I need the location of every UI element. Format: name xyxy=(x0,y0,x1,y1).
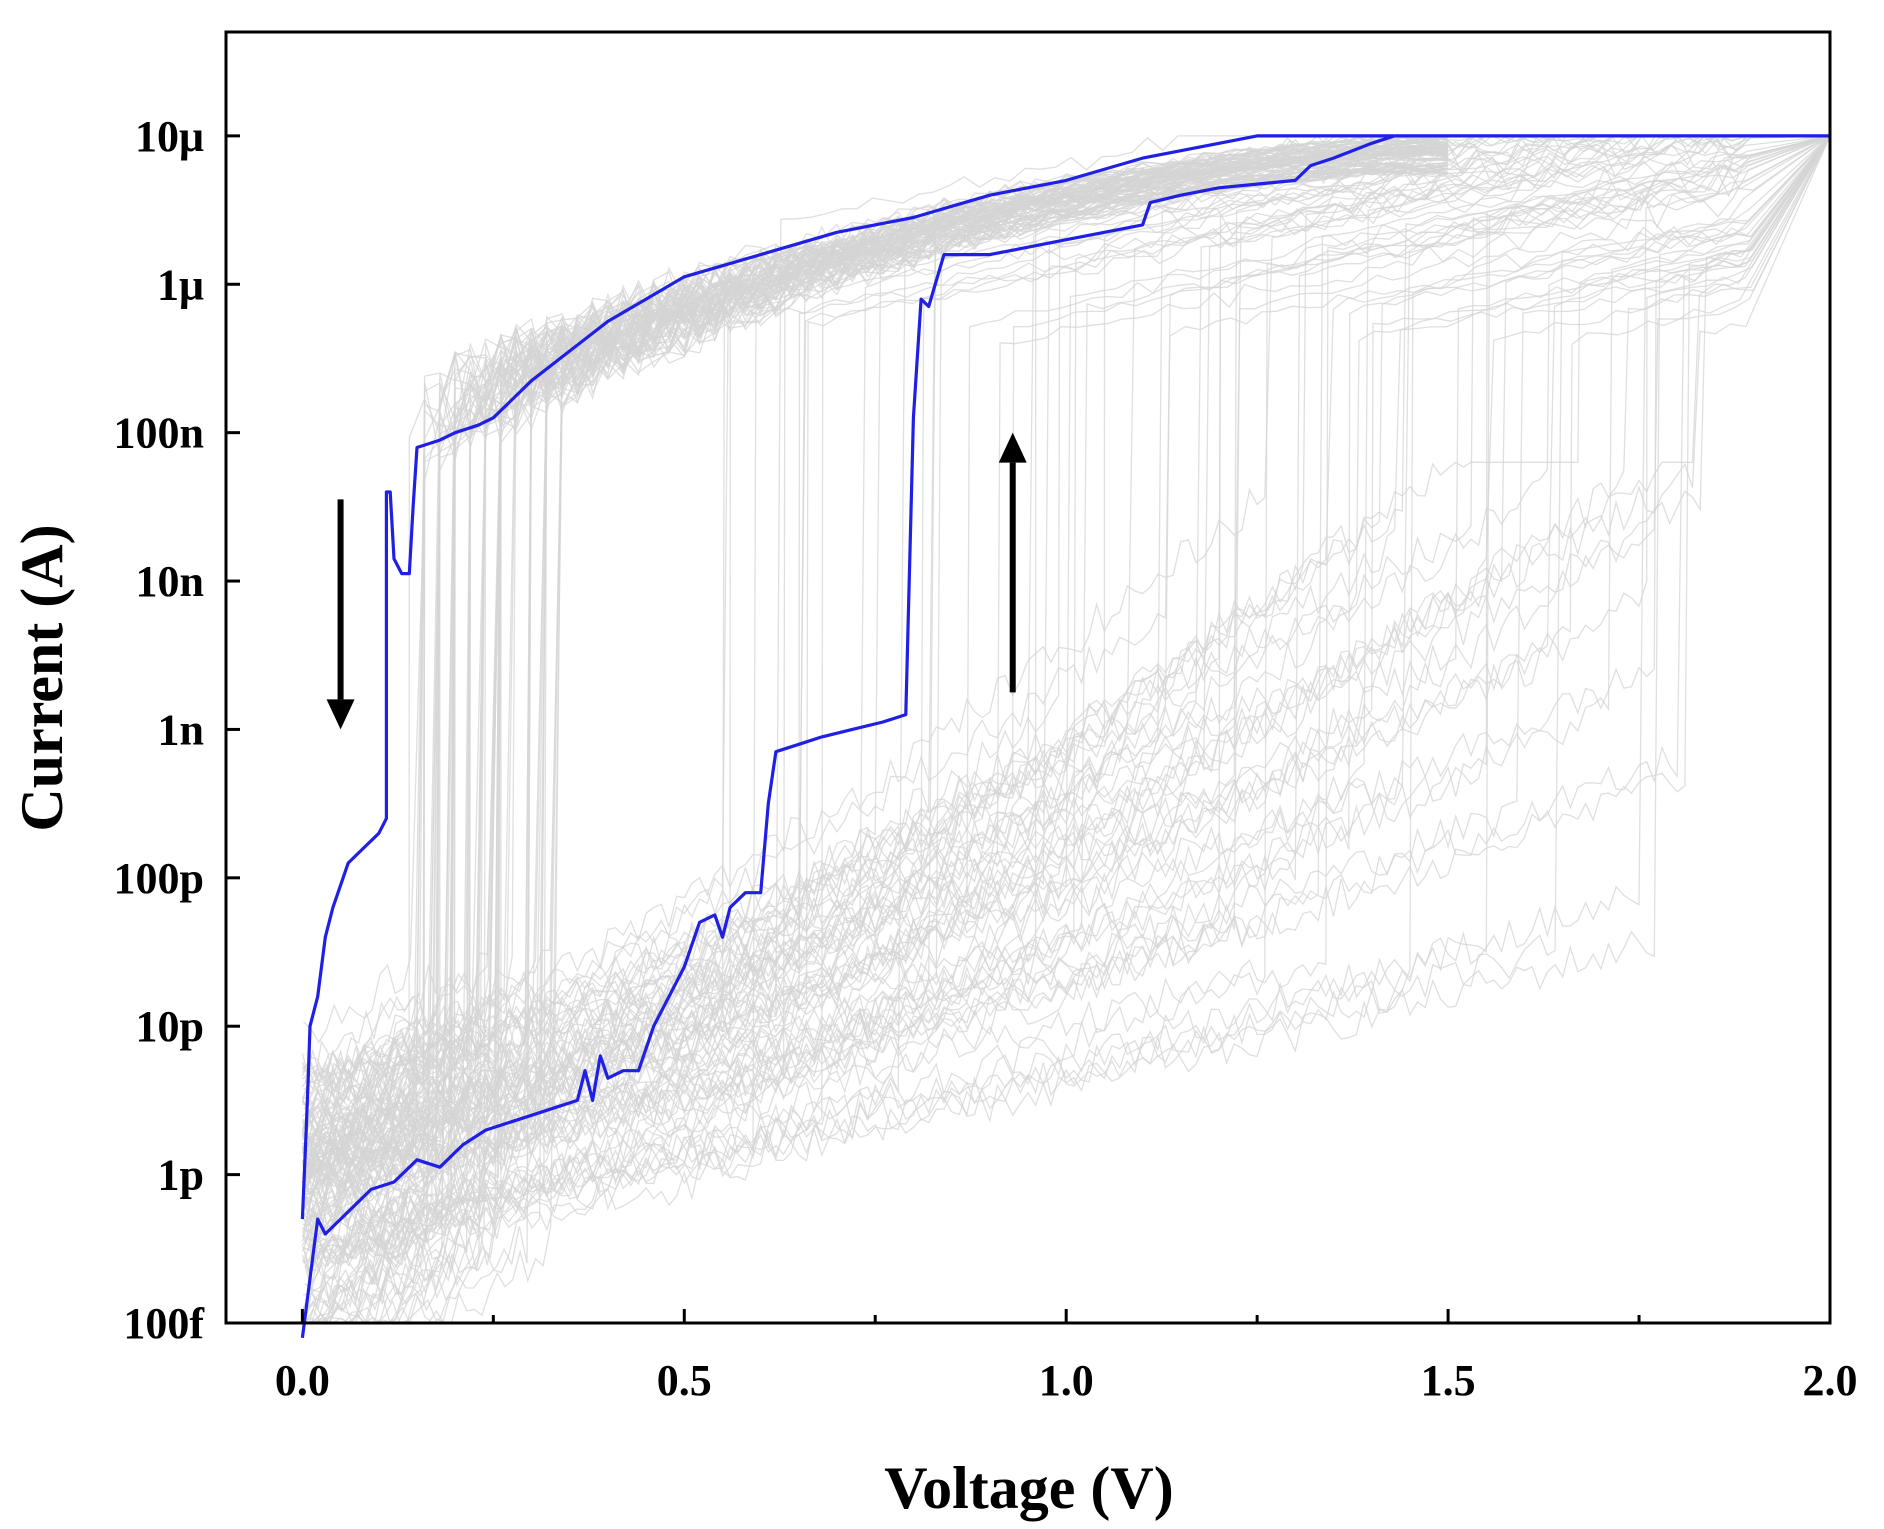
set-direction-arrow xyxy=(998,432,1027,693)
highlighted-set-curve xyxy=(300,134,1396,1339)
background-set-curve xyxy=(301,134,1831,1205)
background-set-curve xyxy=(301,135,1831,1169)
x-tick-label: 0.5 xyxy=(657,1356,712,1405)
background-set-curve xyxy=(301,135,1831,1226)
y-tick-label: 1μ xyxy=(157,260,204,309)
background-set-curve xyxy=(301,135,1831,1174)
background-reset-curve xyxy=(306,157,1449,1324)
background-reset-curve xyxy=(303,141,1449,1225)
background-set-curve xyxy=(301,135,1831,1085)
highlighted-reset-curve xyxy=(300,134,1395,1220)
background-reset-curve xyxy=(302,150,1449,1237)
background-set-curve xyxy=(301,135,1831,1196)
x-axis-title: Voltage (V) xyxy=(884,1455,1173,1521)
background-set-curve xyxy=(301,135,1831,1212)
highlighted-curves xyxy=(300,134,1830,1339)
background-set-curve xyxy=(302,135,1831,1151)
y-axis-ticks: 10μ 1μ 100n 10n 1n 100p 10p 1p 100f xyxy=(114,112,240,1348)
y-tick-label: 1n xyxy=(158,705,204,754)
background-set-curve xyxy=(302,135,1830,1089)
background-set-curve xyxy=(302,135,1831,1125)
y-tick-label: 10n xyxy=(136,557,204,606)
x-tick-label: 0.0 xyxy=(275,1356,330,1405)
background-set-curve xyxy=(302,135,1831,1260)
background-set-curve xyxy=(301,135,1831,1182)
background-set-curve xyxy=(301,135,1831,1103)
background-set-curve xyxy=(301,135,1831,1108)
x-tick-label: 2.0 xyxy=(1803,1356,1858,1405)
background-set-curve xyxy=(302,135,1830,1190)
x-axis-ticks: 0.0 0.5 1.0 1.5 2.0 xyxy=(275,1309,1858,1405)
background-reset-curve xyxy=(308,146,1449,1324)
background-set-curve xyxy=(302,135,1830,1170)
y-tick-label: 1p xyxy=(158,1151,204,1200)
background-set-curve xyxy=(301,135,1831,1243)
background-set-curve xyxy=(301,135,1831,1216)
background-reset-curve xyxy=(305,142,1449,1154)
background-reset-curve xyxy=(302,161,1449,1201)
background-set-curve xyxy=(301,135,1831,1229)
background-set-curve xyxy=(301,135,1830,1180)
background-reset-curve xyxy=(305,147,1449,1319)
background-set-curve xyxy=(302,135,1831,1154)
background-reset-curve xyxy=(301,143,1449,1247)
background-set-curve xyxy=(301,135,1831,1170)
y-tick-label: 100p xyxy=(114,854,204,903)
background-set-curve xyxy=(301,134,1830,1242)
background-reset-curve xyxy=(309,149,1449,1241)
y-axis-title: Current (A) xyxy=(9,524,75,831)
background-set-curve xyxy=(301,134,1831,1088)
background-set-curve xyxy=(301,135,1830,1159)
background-set-curve xyxy=(301,135,1830,1131)
x-tick-label: 1.5 xyxy=(1421,1356,1476,1405)
plot-frame xyxy=(224,30,1832,1325)
background-set-curve xyxy=(301,135,1830,1131)
background-reset-curve xyxy=(304,136,1449,1299)
y-tick-label: 10μ xyxy=(135,112,204,161)
background-curves xyxy=(301,134,1831,1325)
background-reset-curve xyxy=(302,157,1449,1311)
background-set-curve xyxy=(301,135,1830,1183)
plot-border xyxy=(224,30,1832,1325)
x-tick-label: 1.0 xyxy=(1039,1356,1094,1405)
background-set-curve xyxy=(301,135,1830,1173)
background-reset-curve xyxy=(308,146,1449,1324)
background-set-curve xyxy=(302,135,1831,1133)
background-set-curve xyxy=(302,135,1831,1263)
background-set-curve xyxy=(302,135,1831,1179)
background-set-curve xyxy=(301,135,1831,1183)
background-set-curve xyxy=(301,135,1831,1273)
background-set-curve xyxy=(302,135,1831,1224)
background-set-curve xyxy=(301,134,1831,1197)
background-set-curve xyxy=(301,135,1831,1085)
y-tick-label: 100n xyxy=(114,409,204,458)
background-set-curve xyxy=(302,135,1831,1152)
annotation-arrows xyxy=(326,432,1027,730)
background-reset-curve xyxy=(304,159,1449,1324)
background-set-curve xyxy=(302,135,1831,1255)
background-set-curve xyxy=(302,135,1831,1102)
y-tick-label: 100f xyxy=(123,1299,205,1348)
background-reset-curve xyxy=(305,167,1449,1325)
reset-direction-arrow xyxy=(326,499,355,730)
y-tick-label: 10p xyxy=(136,1002,204,1051)
background-set-curve xyxy=(301,135,1830,1118)
background-reset-curve xyxy=(305,152,1449,1324)
background-set-curve xyxy=(302,135,1830,1076)
background-set-curve xyxy=(301,135,1831,1150)
